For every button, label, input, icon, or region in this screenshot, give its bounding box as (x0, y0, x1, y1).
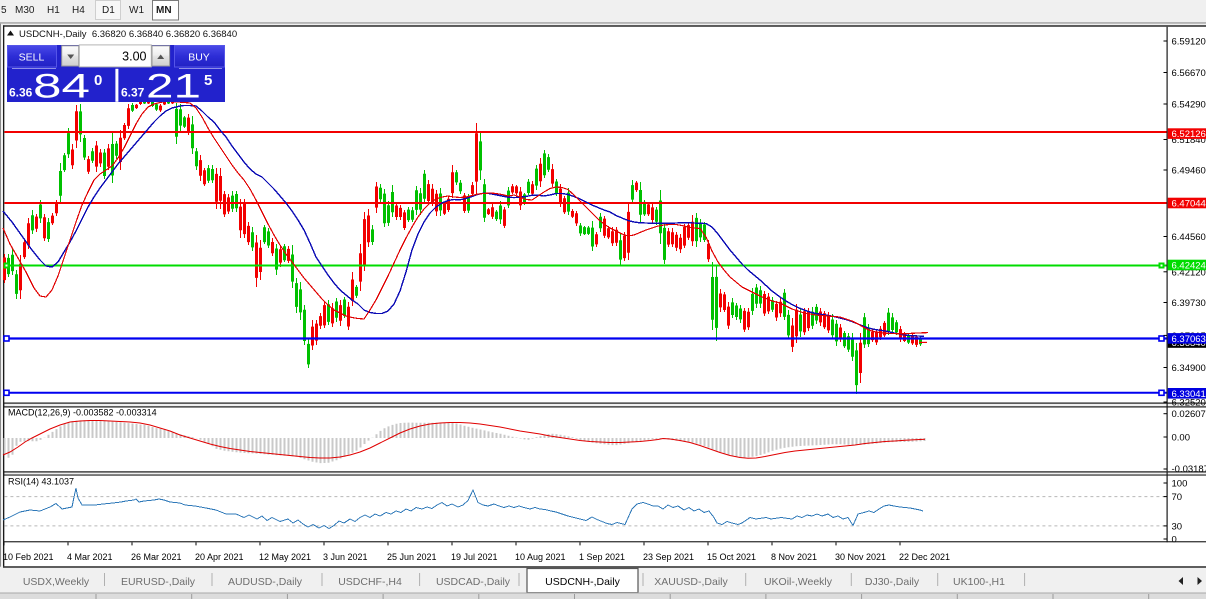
svg-text:W1: W1 (129, 5, 144, 16)
svg-text:6.59120: 6.59120 (1172, 37, 1206, 48)
svg-text:6.56670: 6.56670 (1172, 68, 1206, 79)
svg-text:6.37063: 6.37063 (1172, 334, 1206, 345)
svg-text:EURUSD-,Daily: EURUSD-,Daily (121, 576, 196, 588)
svg-text:19 Jul 2021: 19 Jul 2021 (451, 552, 498, 562)
svg-text:23 Sep 2021: 23 Sep 2021 (643, 552, 694, 562)
svg-text:5: 5 (1, 5, 7, 16)
svg-text:5: 5 (204, 72, 212, 89)
svg-text:M30: M30 (15, 5, 35, 16)
svg-text:21: 21 (146, 68, 201, 106)
svg-text:12 May 2021: 12 May 2021 (259, 552, 311, 562)
svg-text:22 Dec 2021: 22 Dec 2021 (899, 552, 950, 562)
svg-text:D1: D1 (102, 5, 115, 16)
svg-text:6.34900: 6.34900 (1172, 363, 1206, 374)
svg-text:30: 30 (1172, 522, 1183, 533)
svg-text:100: 100 (1172, 479, 1188, 490)
svg-text:USDX,Weekly: USDX,Weekly (23, 576, 90, 588)
svg-text:USDCNH-,Daily: USDCNH-,Daily (545, 576, 620, 588)
svg-text:H1: H1 (47, 5, 60, 16)
svg-text:H4: H4 (72, 5, 85, 16)
svg-text:DJ30-,Daily: DJ30-,Daily (865, 576, 920, 588)
svg-text:USDCAD-,Daily: USDCAD-,Daily (436, 576, 511, 588)
svg-text:6.37: 6.37 (121, 86, 145, 100)
svg-text:6.42424: 6.42424 (1172, 261, 1206, 272)
svg-text:UK100-,H1: UK100-,H1 (953, 576, 1005, 588)
svg-text:15 Oct 2021: 15 Oct 2021 (707, 552, 756, 562)
svg-text:6.42120: 6.42120 (1172, 267, 1206, 278)
svg-text:USDCHF-,H4: USDCHF-,H4 (338, 576, 402, 588)
svg-text:6.36: 6.36 (9, 86, 33, 100)
svg-text:8 Nov 2021: 8 Nov 2021 (771, 552, 817, 562)
svg-text:USDCNH-,Daily 6.36820 6.36840: USDCNH-,Daily 6.36820 6.36840 6.36820 6.… (19, 29, 237, 40)
svg-text:MACD(12,26,9) -0.003582 -0.003: MACD(12,26,9) -0.003582 -0.003314 (8, 408, 157, 418)
svg-text:RSI(14) 43.1037: RSI(14) 43.1037 (8, 477, 74, 487)
svg-text:6.52126: 6.52126 (1172, 129, 1206, 140)
svg-text:6.47044: 6.47044 (1172, 199, 1206, 210)
svg-text:MN: MN (156, 5, 172, 16)
svg-text:0.00: 0.00 (1172, 433, 1191, 444)
svg-text:6.49460: 6.49460 (1172, 166, 1206, 177)
svg-text:30 Nov 2021: 30 Nov 2021 (835, 552, 886, 562)
svg-text:SELL: SELL (19, 52, 45, 64)
svg-text:UKOil-,Weekly: UKOil-,Weekly (764, 576, 833, 588)
svg-text:AUDUSD-,Daily: AUDUSD-,Daily (228, 576, 303, 588)
svg-text:6.39730: 6.39730 (1172, 298, 1206, 309)
svg-text:20 Apr 2021: 20 Apr 2021 (195, 552, 244, 562)
svg-text:6.54290: 6.54290 (1172, 100, 1206, 111)
svg-text:10 Aug 2021: 10 Aug 2021 (515, 552, 566, 562)
svg-text:4 Mar 2021: 4 Mar 2021 (67, 552, 113, 562)
svg-text:26 Mar 2021: 26 Mar 2021 (131, 552, 182, 562)
svg-text:BUY: BUY (188, 52, 210, 64)
svg-text:6.33041: 6.33041 (1172, 389, 1206, 400)
svg-text:6.44560: 6.44560 (1172, 232, 1206, 243)
svg-text:10 Feb 2021: 10 Feb 2021 (3, 552, 54, 562)
svg-text:0: 0 (94, 72, 102, 89)
svg-text:-0.03187: -0.03187 (1172, 464, 1206, 475)
svg-text:6.51840: 6.51840 (1172, 135, 1206, 146)
svg-text:3 Jun 2021: 3 Jun 2021 (323, 552, 368, 562)
svg-text:84: 84 (33, 68, 90, 106)
svg-text:0: 0 (1172, 535, 1177, 546)
svg-text:XAUUSD-,Daily: XAUUSD-,Daily (654, 576, 728, 588)
svg-text:70: 70 (1172, 492, 1183, 503)
svg-text:3.00: 3.00 (122, 50, 146, 64)
svg-text:25 Jun 2021: 25 Jun 2021 (387, 552, 437, 562)
svg-text:0.02607: 0.02607 (1172, 409, 1206, 420)
svg-text:1 Sep 2021: 1 Sep 2021 (579, 552, 625, 562)
